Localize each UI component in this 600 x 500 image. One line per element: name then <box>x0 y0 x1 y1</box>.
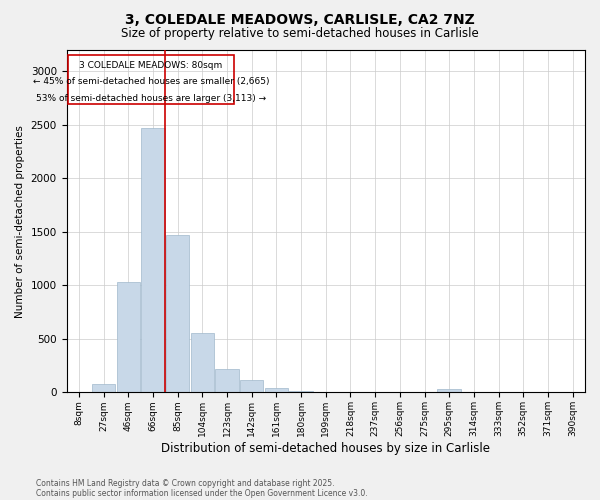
Bar <box>437 389 461 392</box>
Bar <box>166 235 190 392</box>
Text: 3 COLEDALE MEADOWS: 80sqm: 3 COLEDALE MEADOWS: 80sqm <box>79 60 223 70</box>
Text: Size of property relative to semi-detached houses in Carlisle: Size of property relative to semi-detach… <box>121 28 479 40</box>
Text: 53% of semi-detached houses are larger (3,113) →: 53% of semi-detached houses are larger (… <box>36 94 266 103</box>
Bar <box>289 391 313 392</box>
Bar <box>191 332 214 392</box>
Bar <box>240 380 263 392</box>
Text: Contains HM Land Registry data © Crown copyright and database right 2025.: Contains HM Land Registry data © Crown c… <box>36 478 335 488</box>
Bar <box>141 128 164 392</box>
Bar <box>68 56 235 104</box>
Text: 3, COLEDALE MEADOWS, CARLISLE, CA2 7NZ: 3, COLEDALE MEADOWS, CARLISLE, CA2 7NZ <box>125 12 475 26</box>
X-axis label: Distribution of semi-detached houses by size in Carlisle: Distribution of semi-detached houses by … <box>161 442 490 455</box>
Bar <box>116 282 140 393</box>
Y-axis label: Number of semi-detached properties: Number of semi-detached properties <box>15 125 25 318</box>
Text: ← 45% of semi-detached houses are smaller (2,665): ← 45% of semi-detached houses are smalle… <box>33 77 269 86</box>
Bar <box>92 384 115 392</box>
Bar <box>265 388 288 392</box>
Bar <box>215 370 239 392</box>
Text: Contains public sector information licensed under the Open Government Licence v3: Contains public sector information licen… <box>36 488 368 498</box>
